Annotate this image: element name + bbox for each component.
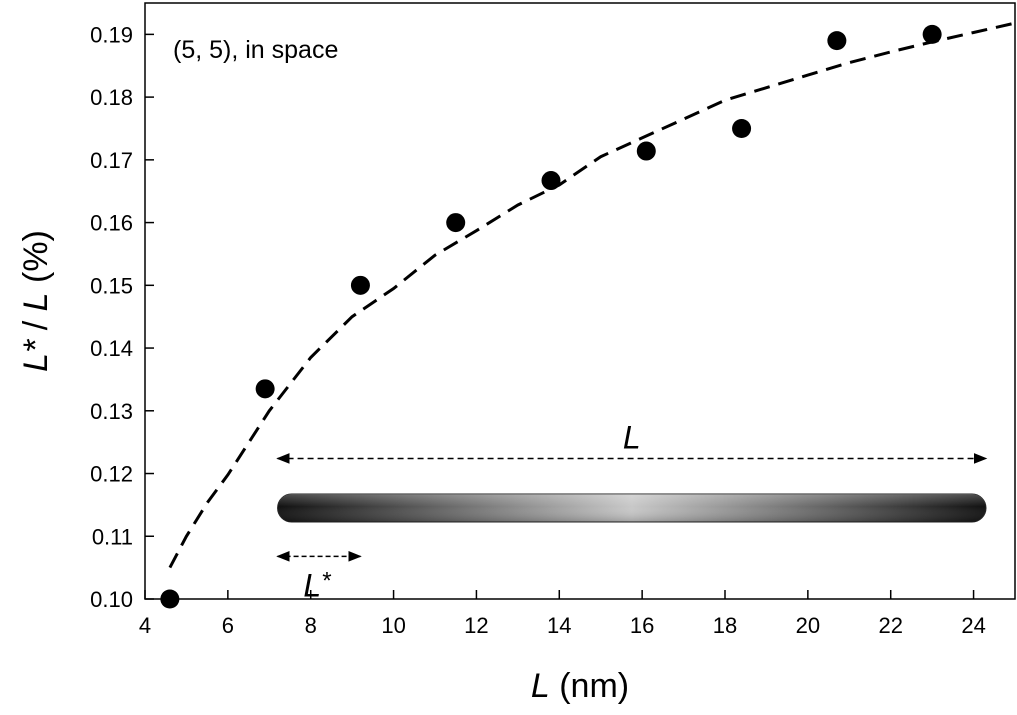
data-point: [446, 213, 466, 233]
segment-length-label: L*: [303, 567, 331, 603]
x-tick-label: 8: [305, 613, 317, 638]
y-tick-label: 0.10: [90, 587, 133, 612]
data-point: [827, 31, 847, 51]
x-tick-label: 24: [961, 613, 985, 638]
x-tick-label: 12: [464, 613, 488, 638]
x-axis-ticks: 4 6 8 10 12 14 16 18 20 22 24: [139, 590, 986, 638]
x-tick-label: 4: [139, 613, 151, 638]
y-tick-label: 0.18: [90, 85, 133, 110]
data-point: [636, 141, 656, 161]
fit-curve-dashed: [168, 21, 1016, 569]
y-tick-label: 0.12: [90, 462, 133, 487]
y-tick-label: 0.13: [90, 399, 133, 424]
x-tick-label: 20: [796, 613, 820, 638]
y-tick-label: 0.17: [90, 148, 133, 173]
y-tick-label: 0.15: [90, 273, 133, 298]
x-tick-label: 10: [381, 613, 405, 638]
y-tick-label: 0.11: [92, 524, 133, 549]
x-axis-title: L (nm): [531, 667, 629, 705]
data-point: [732, 118, 752, 138]
nanotube-rod-shading: [277, 494, 987, 523]
y-axis-ticks: 0.10 0.11 0.12 0.13 0.14 0.15 0.16 0.17 0.18 0.19: [90, 22, 154, 612]
x-tick-label: 22: [878, 613, 902, 638]
y-tick-label: 0.14: [90, 336, 133, 361]
chart-annotation: (5, 5), in space: [173, 36, 338, 64]
y-tick-label: 0.16: [90, 211, 133, 236]
y-tick-label: 0.19: [90, 22, 133, 47]
x-tick-label: 14: [547, 613, 571, 638]
data-point: [255, 379, 275, 399]
data-point: [160, 589, 180, 609]
data-point: [350, 275, 370, 295]
data-point: [541, 171, 561, 191]
x-tick-label: 18: [713, 613, 737, 638]
data-point: [922, 24, 942, 44]
x-tick-label: 6: [222, 613, 234, 638]
data-points: [160, 24, 942, 609]
rod-length-label: L: [623, 419, 641, 455]
x-tick-label: 16: [630, 613, 654, 638]
rod-inset: L L*: [276, 419, 988, 603]
y-axis-title: L* / L (%): [17, 230, 55, 372]
plot-frame: [144, 2, 1016, 600]
